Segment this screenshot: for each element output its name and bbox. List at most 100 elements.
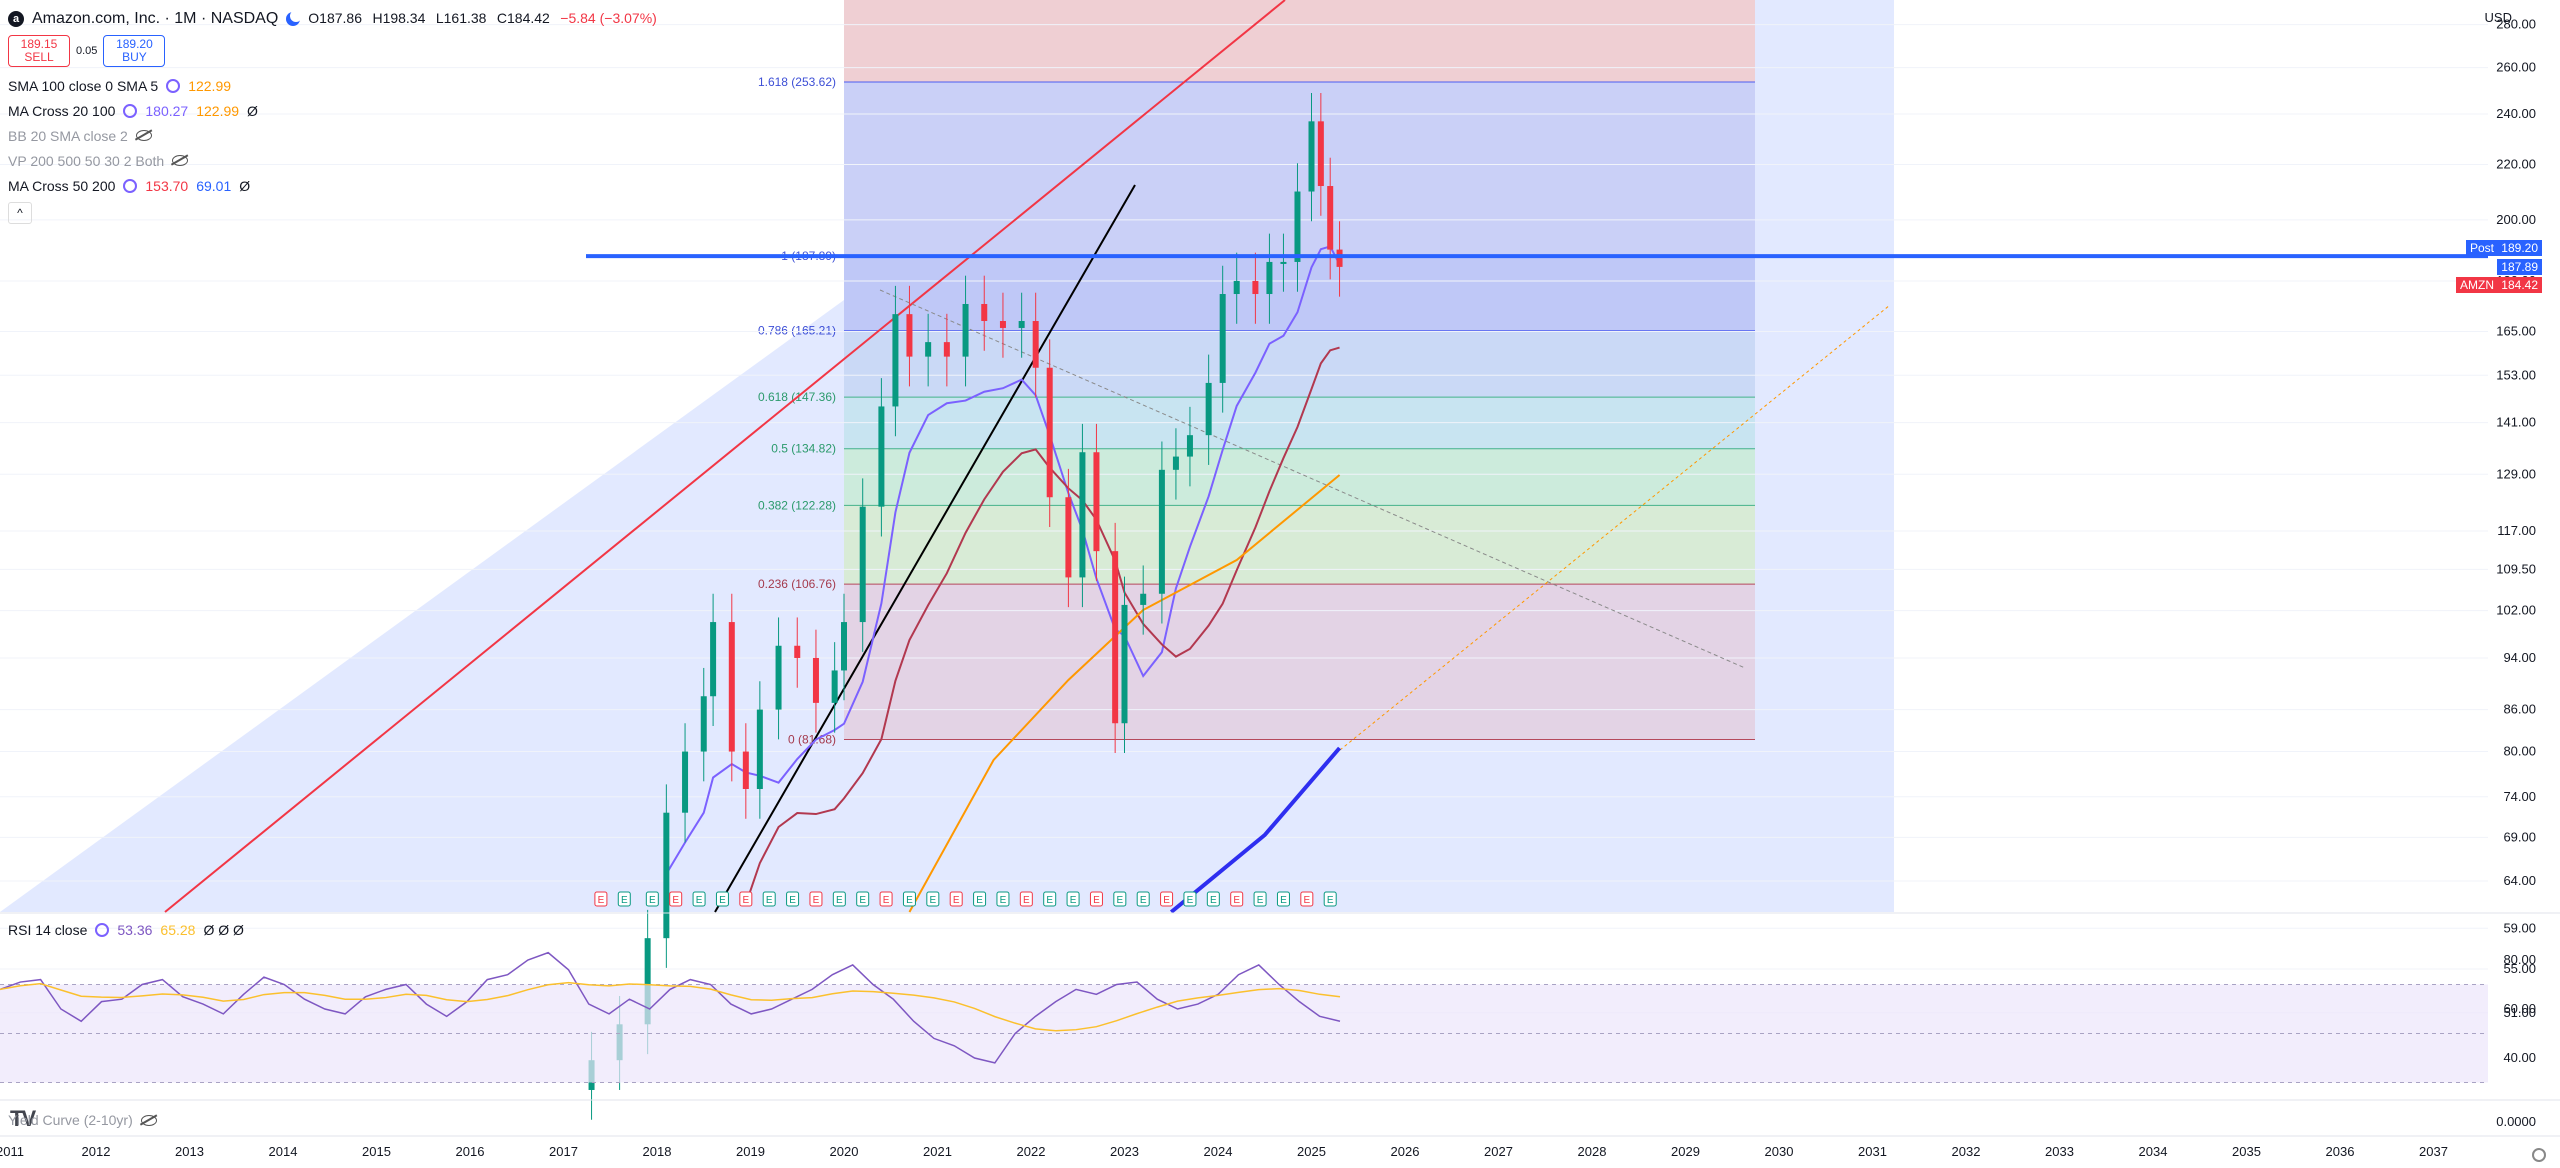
- earnings-box: [879, 891, 893, 907]
- y-tick-label: 200.00: [2496, 212, 2536, 227]
- x-tick-label: 2020: [830, 1144, 859, 1159]
- candle-body: [943, 342, 950, 357]
- earnings-letter: E: [719, 895, 726, 906]
- earnings-letter: E: [598, 895, 605, 906]
- yield-curve-legend[interactable]: Yield Curve (2-10yr): [8, 1112, 157, 1128]
- y-tick-label: 117.00: [2497, 523, 2536, 538]
- indicator-bb[interactable]: BB 20 SMA close 2: [8, 123, 663, 148]
- x-tick-label: 2037: [2419, 1144, 2448, 1159]
- indicator-ma-cross-50-200[interactable]: MA Cross 50 200 153.70 69.01 Ø: [8, 173, 663, 198]
- earnings-box: [1160, 891, 1174, 907]
- sell-button[interactable]: 189.15 SELL: [8, 35, 70, 67]
- indicator-value: 180.27: [145, 102, 189, 119]
- indicator-settings-icon[interactable]: [166, 78, 181, 93]
- earnings-marker: E: [996, 891, 1010, 907]
- candle-body: [906, 314, 913, 357]
- candle-body: [700, 696, 707, 752]
- candle-body: [878, 406, 885, 507]
- fib-band: [844, 584, 1755, 740]
- earnings-marker: E: [973, 891, 987, 907]
- earnings-letter: E: [1187, 895, 1194, 906]
- earnings-letter: E: [1046, 895, 1053, 906]
- x-tick-label: 2011: [0, 1144, 24, 1159]
- black-trendline: [714, 184, 1136, 913]
- y-tick-label: 220.00: [2496, 157, 2536, 172]
- x-tick-label: 2034: [2139, 1144, 2168, 1159]
- candle-body: [728, 622, 735, 752]
- x-tick-label: 2013: [175, 1144, 204, 1159]
- hidden-eye-icon[interactable]: [140, 1114, 157, 1126]
- rsi-line: [0, 951, 1341, 1064]
- buy-button[interactable]: 189.20 BUY: [103, 35, 166, 67]
- dashed-trendline: [879, 289, 1746, 669]
- earnings-box: [1066, 891, 1080, 907]
- earnings-box: [762, 891, 776, 907]
- y-tick-label: 102.00: [2496, 603, 2536, 618]
- candle-body: [1186, 435, 1193, 457]
- x-tick-label: 2018: [643, 1144, 672, 1159]
- y-tick-label: 59.00: [2503, 920, 2536, 935]
- earnings-marker: E: [1066, 891, 1080, 907]
- market-status-icon[interactable]: [286, 9, 303, 26]
- candle-body: [1317, 121, 1324, 187]
- rsi-extra: Ø Ø Ø: [203, 922, 244, 938]
- fib-band: [844, 448, 1755, 506]
- earnings-marker: E: [1136, 891, 1150, 907]
- earnings-box: [902, 891, 916, 907]
- earnings-box: [1089, 891, 1103, 907]
- x-tick-label: 2014: [269, 1144, 298, 1159]
- indicator-value: 153.70: [145, 177, 189, 194]
- y-tick-label: 86.00: [2503, 702, 2536, 717]
- earnings-box: [692, 891, 706, 907]
- indicator-sma100[interactable]: SMA 100 close 0 SMA 5 122.99: [8, 73, 663, 98]
- x-tick-label: 2021: [923, 1144, 952, 1159]
- rsi-settings-icon[interactable]: [95, 923, 110, 937]
- indicator-vp[interactable]: VP 200 500 50 30 2 Both: [8, 148, 663, 173]
- indicator-settings-icon[interactable]: [123, 103, 138, 118]
- tradingview-logo-icon[interactable]: TV: [10, 1106, 36, 1131]
- hline-price-tag: 187.89: [2497, 259, 2542, 275]
- earnings-box: [715, 891, 729, 907]
- indicator-ma-cross-20-100[interactable]: MA Cross 20 100 180.27 122.99 Ø: [8, 98, 663, 123]
- earnings-marker: E: [692, 891, 706, 907]
- earnings-box: [786, 891, 800, 907]
- earnings-letter: E: [696, 895, 703, 906]
- x-tick-label: 2012: [82, 1144, 111, 1159]
- collapse-legend-button[interactable]: ^: [8, 202, 32, 224]
- y-tick-label: 153.00: [2496, 367, 2536, 382]
- x-tick-label: 2019: [736, 1144, 765, 1159]
- rsi-name: RSI 14 close: [8, 922, 88, 938]
- earnings-letter: E: [1303, 895, 1310, 906]
- earnings-marker: E: [1160, 891, 1174, 907]
- candle-body: [794, 645, 801, 658]
- chart-legend: a Amazon.com, Inc. · 1M · NASDAQ O187.86…: [8, 6, 663, 224]
- earnings-box: [1019, 891, 1033, 907]
- candle-body: [1112, 551, 1119, 724]
- earnings-box: [594, 891, 608, 907]
- settings-gear-icon[interactable]: [2532, 1148, 2546, 1162]
- earnings-box: [645, 891, 659, 907]
- earnings-box: [1136, 891, 1150, 907]
- earnings-marker: E: [1113, 891, 1127, 907]
- candle-body: [1065, 497, 1072, 578]
- indicator-settings-icon[interactable]: [123, 178, 138, 193]
- hidden-eye-icon[interactable]: [172, 155, 189, 166]
- candle-body: [663, 812, 670, 939]
- earnings-box: [1300, 891, 1314, 907]
- earnings-box: [926, 891, 940, 907]
- hidden-eye-icon[interactable]: [135, 130, 152, 141]
- symbol-title[interactable]: Amazon.com, Inc. · 1M · NASDAQ: [32, 9, 279, 27]
- currency-label[interactable]: USD: [2484, 10, 2512, 25]
- y-tick-label: 165.00: [2496, 323, 2536, 338]
- spread-value: 0.05: [76, 45, 98, 57]
- earnings-box: [1276, 891, 1290, 907]
- high-value: H198.34: [372, 9, 426, 26]
- earnings-marker: E: [1276, 891, 1290, 907]
- earnings-letter: E: [1257, 895, 1264, 906]
- fib-band: [844, 256, 1755, 331]
- earnings-letter: E: [883, 895, 890, 906]
- earnings-letter: E: [813, 895, 820, 906]
- ohlc-values: O187.86 H198.34 L161.38 C184.42 −5.84 (−…: [308, 10, 663, 28]
- rsi-legend[interactable]: RSI 14 close 53.36 65.28 Ø Ø Ø: [8, 922, 244, 938]
